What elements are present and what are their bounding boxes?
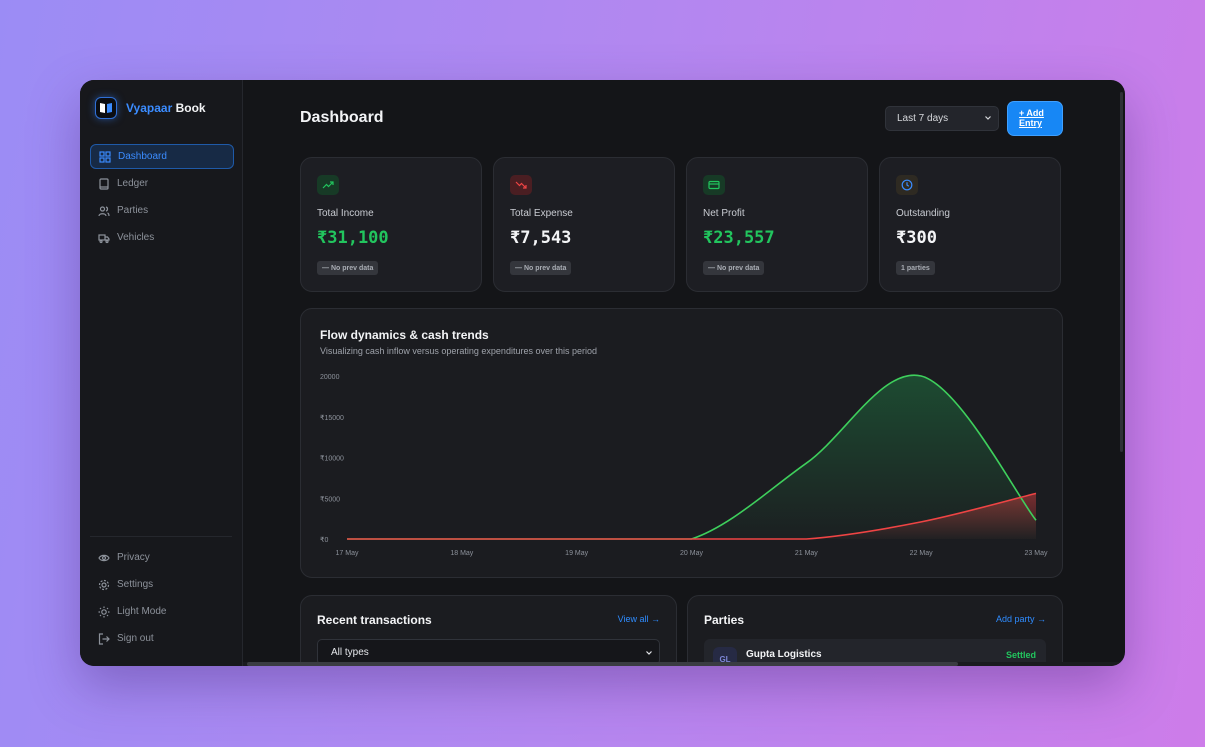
date-range-value: Last 7 days [897, 113, 949, 124]
brand-name-part-1: Vyapaar [126, 101, 173, 115]
cash-flow-chart-panel: Flow dynamics & cash trends Visualizing … [300, 308, 1063, 578]
sidebar-item-label: Sign out [117, 633, 154, 644]
sidebar-bottom-nav: Privacy Settings Light Mode Sign out [90, 545, 234, 653]
x-tick-label: 20 May [680, 550, 703, 557]
card-badge: — No prev data [510, 261, 572, 275]
main-content: Dashboard Last 7 days + Add Entry Total … [243, 80, 1125, 666]
brand[interactable]: Vyapaar Book [95, 97, 206, 119]
sidebar-item-label: Light Mode [117, 606, 167, 617]
avatar: GL [713, 647, 737, 666]
expense-area [347, 493, 1036, 539]
y-tick-label: ₹0 [320, 536, 328, 544]
sidebar-item-label: Parties [117, 205, 149, 216]
card-value: ₹300 [896, 228, 937, 248]
y-tick-label: ₹10000 [320, 455, 344, 463]
stat-card-expense: Total Expense ₹7,543 — No prev data [493, 157, 675, 292]
card-label: Total Income [317, 208, 374, 219]
gear-icon [98, 579, 110, 590]
stat-card-income: Total Income ₹31,100 — No prev data [300, 157, 482, 292]
status-badge: Settled [1005, 650, 1036, 660]
trending-up-icon [317, 175, 339, 195]
y-tick-label: ₹5000 [320, 495, 340, 503]
card-label: Outstanding [896, 208, 950, 219]
book-icon [99, 177, 109, 190]
users-icon [98, 205, 110, 216]
party-name: Gupta Logistics [746, 649, 822, 660]
eye-icon [98, 554, 110, 561]
sidebar: Vyapaar Book Dashboard Ledger Parties Ve… [80, 80, 243, 666]
transaction-type-value: All types [331, 647, 369, 658]
sidebar-item-parties[interactable]: Parties [90, 198, 234, 223]
brand-name: Vyapaar Book [126, 101, 206, 115]
add-party-link[interactable]: Add party → [995, 614, 1046, 624]
sidebar-divider [90, 536, 232, 537]
logout-icon [98, 632, 110, 645]
book-logo-icon [95, 97, 117, 119]
x-tick-label: 17 May [336, 550, 359, 557]
sidebar-item-label: Privacy [117, 552, 150, 563]
stat-card-outstanding: Outstanding ₹300 1 parties [879, 157, 1061, 292]
sun-icon [98, 606, 110, 617]
vertical-scrollbar[interactable] [1120, 92, 1123, 452]
clock-icon [896, 175, 918, 195]
add-entry-button[interactable]: + Add Entry [1008, 102, 1062, 135]
sidebar-item-light-mode[interactable]: Light Mode [90, 599, 234, 624]
x-tick-label: 19 May [565, 550, 588, 557]
parties-panel: Parties Add party → GL Gupta Logistics S… [687, 595, 1063, 666]
recent-transactions-panel: Recent transactions View all → All types [300, 595, 677, 666]
sidebar-item-privacy[interactable]: Privacy [90, 545, 234, 570]
chevron-down-icon [646, 651, 652, 655]
card-value: ₹7,543 [510, 228, 572, 248]
card-icon [703, 175, 725, 195]
scrollbar-thumb[interactable] [247, 662, 958, 666]
chart-title: Flow dynamics & cash trends [320, 328, 489, 342]
sidebar-item-label: Ledger [117, 178, 149, 189]
card-badge: — No prev data [317, 261, 379, 275]
expense-series-line [346, 492, 1037, 540]
sidebar-item-label: Settings [117, 579, 154, 590]
chevron-down-icon [985, 116, 991, 120]
panel-title: Parties [704, 613, 745, 627]
cash-flow-chart: ₹0 ₹5000 ₹10000 ₹15000 20000 17 May 18 May 19 M… [320, 374, 1048, 557]
sidebar-item-sign-out[interactable]: Sign out [90, 626, 234, 651]
x-tick-label: 21 May [795, 550, 818, 557]
card-label: Total Expense [510, 208, 573, 219]
x-tick-label: 23 May [1025, 550, 1048, 557]
grid-icon [99, 150, 111, 163]
party-row[interactable]: GL Gupta Logistics Settled [704, 639, 1046, 666]
view-all-link[interactable]: View all → [617, 614, 660, 624]
brand-name-part-2: Book [175, 101, 206, 115]
stat-cards: Total Income ₹31,100 — No prev data Tota… [300, 157, 1061, 292]
sidebar-item-settings[interactable]: Settings [90, 572, 234, 597]
card-label: Net Profit [703, 208, 745, 219]
card-value: ₹31,100 [317, 228, 389, 248]
app-window: Vyapaar Book Dashboard Ledger Parties Ve… [80, 80, 1125, 666]
sidebar-nav: Dashboard Ledger Parties Vehicles [90, 144, 234, 252]
income-area [347, 375, 1036, 539]
y-tick-label: 20000 [320, 374, 340, 381]
sidebar-item-label: Dashboard [118, 151, 167, 162]
truck-icon [98, 233, 110, 243]
card-value: ₹23,557 [703, 228, 775, 248]
card-badge: 1 parties [896, 261, 935, 275]
horizontal-scrollbar[interactable] [243, 662, 1125, 666]
page-title: Dashboard [300, 109, 384, 126]
card-badge: — No prev data [703, 261, 765, 275]
sidebar-item-ledger[interactable]: Ledger [90, 171, 234, 196]
sidebar-item-label: Vehicles [117, 232, 155, 243]
y-tick-label: ₹15000 [320, 414, 344, 422]
chart-subtitle: Visualizing cash inflow versus operating… [320, 346, 597, 356]
x-tick-label: 18 May [450, 550, 473, 557]
stat-card-net-profit: Net Profit ₹23,557 — No prev data [686, 157, 868, 292]
sidebar-item-dashboard[interactable]: Dashboard [90, 144, 234, 169]
trending-down-icon [510, 175, 532, 195]
panel-title: Recent transactions [317, 613, 432, 627]
date-range-select[interactable]: Last 7 days [885, 106, 999, 131]
x-tick-label: 22 May [910, 550, 933, 557]
sidebar-item-vehicles[interactable]: Vehicles [90, 225, 234, 250]
